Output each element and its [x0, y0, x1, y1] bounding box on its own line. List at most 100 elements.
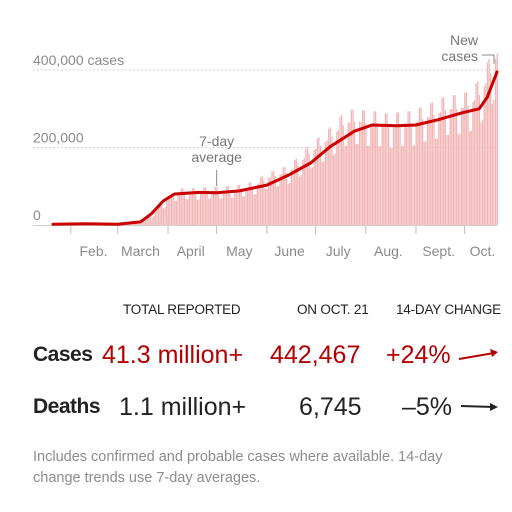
case-bar — [276, 186, 278, 225]
case-bar — [212, 190, 215, 225]
case-bar — [217, 190, 220, 225]
case-bar — [362, 110, 364, 225]
case-bar — [253, 194, 255, 225]
case-bar — [332, 154, 335, 225]
case-bar — [209, 198, 212, 225]
deaths-row: Deaths 1.1 million+ 6,745 –5% — [0, 390, 512, 424]
case-bar — [238, 184, 241, 225]
case-bar — [428, 116, 430, 225]
trend-flat-arrow-icon — [460, 403, 498, 411]
case-bar — [216, 186, 218, 225]
x-tick-label: Sept. — [422, 243, 455, 259]
case-bar — [417, 121, 419, 225]
case-bar — [462, 107, 464, 225]
case-bar — [426, 117, 429, 225]
footnote: Includes confirmed and probable cases wh… — [33, 449, 443, 486]
case-bar — [491, 104, 493, 225]
case-bar — [328, 128, 330, 225]
case-bar — [293, 160, 296, 225]
case-bar — [258, 183, 260, 225]
case-bar — [457, 134, 459, 225]
case-bar — [214, 186, 216, 225]
case-bar — [478, 95, 481, 226]
case-bar — [493, 99, 495, 225]
case-bar — [339, 116, 341, 225]
case-bar — [187, 199, 189, 225]
case-bar — [469, 131, 471, 225]
case-bar — [230, 197, 233, 225]
case-bar — [144, 219, 147, 225]
case-bar — [379, 146, 382, 225]
case-bar — [195, 192, 197, 225]
case-bar — [456, 108, 458, 225]
case-bar — [420, 107, 422, 225]
case-bar — [383, 124, 385, 225]
case-bar — [182, 188, 184, 225]
case-bar — [185, 199, 187, 225]
case-bar — [318, 137, 320, 225]
case-bar — [266, 188, 268, 225]
case-bar — [148, 216, 150, 225]
case-bar — [290, 169, 293, 225]
case-bar — [423, 141, 425, 225]
case-bar — [133, 223, 135, 225]
case-bar — [376, 123, 378, 225]
case-bar — [378, 145, 380, 225]
case-bar — [360, 122, 362, 225]
case-bar — [227, 186, 229, 225]
x-tick-label: April — [177, 243, 205, 259]
header-14-day-change: 14-DAY CHANGE — [396, 302, 501, 317]
cases-on-date: 442,467 — [270, 341, 361, 369]
case-bar — [409, 111, 411, 225]
case-bar — [494, 59, 497, 225]
case-bar — [402, 145, 404, 225]
case-bar — [363, 110, 365, 225]
case-bar — [384, 113, 387, 225]
case-bar — [336, 131, 338, 225]
case-bar — [271, 171, 273, 225]
case-bar — [485, 83, 487, 226]
case-bar — [405, 123, 408, 225]
x-tick-label: Oct. — [470, 243, 496, 259]
case-bar — [441, 98, 443, 225]
case-bar — [235, 189, 237, 225]
case-bar — [146, 217, 148, 225]
case-bar — [292, 168, 294, 225]
case-bar — [308, 153, 310, 225]
case-bar — [135, 223, 137, 225]
avg-annotation-text: average — [191, 149, 242, 165]
case-bar — [274, 175, 276, 225]
case-bar — [443, 97, 445, 225]
case-bar — [452, 95, 455, 225]
case-bar — [136, 223, 139, 225]
avg-annotation-text: 7-day — [199, 133, 234, 149]
case-bar — [240, 188, 242, 225]
case-bar — [412, 145, 414, 225]
case-bar — [222, 190, 224, 225]
x-tick-label: Aug. — [374, 243, 403, 259]
case-bar — [422, 119, 424, 225]
case-bar — [131, 223, 134, 225]
case-bar — [323, 161, 325, 225]
case-bar — [229, 190, 231, 225]
deaths-change: –5% — [402, 393, 453, 421]
case-bar — [394, 125, 396, 225]
case-bar — [438, 113, 440, 225]
case-bar — [303, 158, 306, 225]
case-bar — [371, 123, 374, 225]
case-bar — [191, 188, 194, 225]
case-bar — [237, 184, 239, 225]
case-bar — [313, 149, 315, 225]
case-bar — [459, 133, 461, 225]
case-bar — [224, 190, 226, 225]
cases-label: Cases — [33, 343, 93, 366]
case-bar — [279, 174, 281, 225]
case-bar — [404, 123, 406, 225]
case-bar — [418, 108, 421, 225]
seven-day-average-line — [51, 70, 499, 226]
case-bar — [326, 140, 328, 225]
case-bar — [449, 109, 451, 225]
case-bar — [410, 123, 412, 225]
case-bar — [413, 145, 416, 225]
case-bar — [149, 216, 152, 225]
